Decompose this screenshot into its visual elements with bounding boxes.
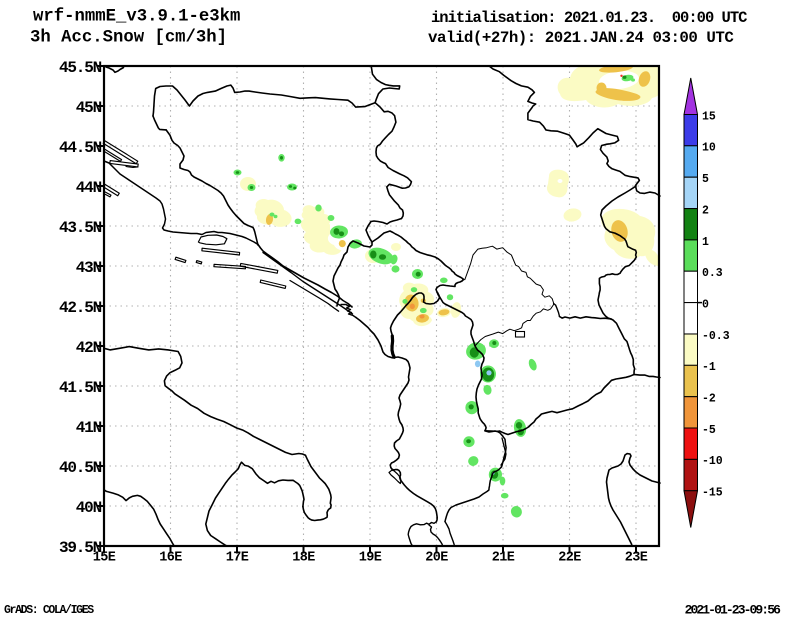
svg-text:-15: -15 bbox=[702, 487, 723, 500]
svg-text:-5: -5 bbox=[702, 424, 716, 437]
svg-text:43N: 43N bbox=[76, 259, 102, 277]
svg-text:0: 0 bbox=[702, 299, 709, 312]
svg-text:2021-01-23-09:56: 2021-01-23-09:56 bbox=[685, 603, 782, 618]
svg-text:41.5N: 41.5N bbox=[59, 379, 102, 397]
svg-text:-10: -10 bbox=[702, 455, 723, 468]
svg-text:44N: 44N bbox=[76, 179, 102, 197]
svg-text:18E: 18E bbox=[292, 551, 315, 566]
svg-text:45.5N: 45.5N bbox=[59, 59, 102, 77]
svg-text:15: 15 bbox=[702, 110, 716, 123]
svg-text:0.3: 0.3 bbox=[702, 267, 723, 280]
svg-text:17E: 17E bbox=[226, 551, 249, 566]
svg-text:15E: 15E bbox=[93, 551, 116, 566]
svg-text:1: 1 bbox=[702, 236, 709, 249]
svg-text:42N: 42N bbox=[76, 339, 102, 357]
svg-text:GrADS: COLA/IGES: GrADS: COLA/IGES bbox=[4, 604, 94, 617]
svg-text:3h Acc.Snow [cm/3h]: 3h Acc.Snow [cm/3h] bbox=[30, 29, 227, 48]
svg-text:41N: 41N bbox=[76, 419, 102, 437]
svg-text:45N: 45N bbox=[76, 99, 102, 117]
svg-text:-1: -1 bbox=[702, 361, 716, 374]
svg-text:5: 5 bbox=[702, 173, 709, 186]
svg-text:-0.3: -0.3 bbox=[702, 330, 730, 343]
svg-text:16E: 16E bbox=[159, 551, 182, 566]
svg-text:39.5N: 39.5N bbox=[59, 539, 102, 557]
svg-text:initialisation: 2021.01.23. 0: initialisation: 2021.01.23. 00:00 UTC bbox=[431, 9, 747, 27]
svg-text:23E: 23E bbox=[625, 551, 648, 566]
svg-text:21E: 21E bbox=[492, 551, 515, 566]
svg-text:-2: -2 bbox=[702, 393, 716, 406]
svg-text:44.5N: 44.5N bbox=[59, 139, 102, 157]
svg-text:19E: 19E bbox=[359, 551, 382, 566]
svg-text:10: 10 bbox=[702, 142, 716, 155]
svg-text:2: 2 bbox=[702, 204, 709, 217]
svg-text:20E: 20E bbox=[425, 551, 448, 566]
svg-text:22E: 22E bbox=[558, 551, 581, 566]
svg-text:40N: 40N bbox=[76, 499, 102, 517]
svg-text:40.5N: 40.5N bbox=[59, 459, 102, 477]
svg-text:43.5N: 43.5N bbox=[59, 219, 102, 237]
svg-text:wrf-nmmE_v3.9.1-e3km: wrf-nmmE_v3.9.1-e3km bbox=[33, 8, 240, 27]
svg-text:42.5N: 42.5N bbox=[59, 299, 102, 317]
svg-text:valid(+27h): 2021.JAN.24 03:00: valid(+27h): 2021.JAN.24 03:00 UTC bbox=[428, 29, 734, 47]
